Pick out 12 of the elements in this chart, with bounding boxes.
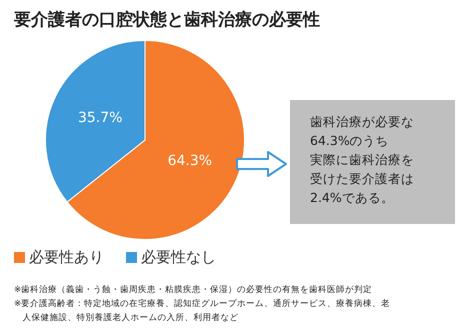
legend-label: 必要性なし bbox=[141, 248, 216, 267]
text: 歯科治療が必要な bbox=[310, 113, 415, 131]
data-label: 64.3% bbox=[168, 153, 212, 170]
chart-title: 要介護者の口腔状態と歯科治療の必要性 bbox=[14, 9, 320, 31]
legend-label: 必要性あり bbox=[29, 248, 104, 267]
text: ※歯科治療（義歯・う蝕・歯周疾患・粘膜疾患・保湿）の必要性の有無を歯科医師が判定 bbox=[14, 284, 374, 297]
text: 64.3%のうち bbox=[310, 132, 390, 150]
text: 実際に歯科治療を bbox=[310, 151, 415, 169]
data-label: 35.7% bbox=[78, 110, 122, 126]
text: 2.4%である。 bbox=[310, 189, 395, 207]
text: 受けた要介護者は bbox=[310, 170, 415, 188]
text: ※要介護高齢者：特定地域の在宅療養、認知症グループホーム、通所サービス、療養病棟、老人保健施設、特別養護老人ホームの入所、利用者など bbox=[14, 298, 392, 325]
